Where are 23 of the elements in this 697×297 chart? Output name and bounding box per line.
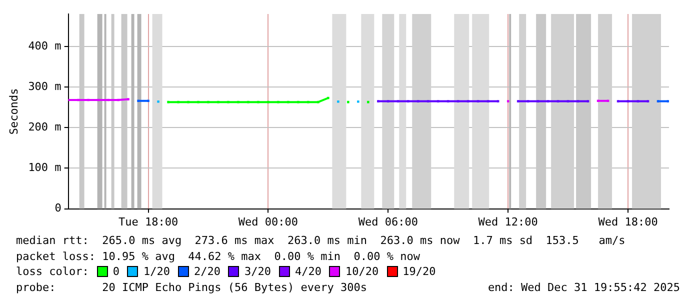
x-tick-label: Wed 00:00 bbox=[238, 215, 298, 228]
legend-label: 2/20 bbox=[194, 264, 220, 280]
legend-label: 0 bbox=[112, 264, 120, 280]
legend-label: 19/20 bbox=[402, 264, 436, 280]
legend-label: 1/20 bbox=[143, 264, 170, 280]
x-tick-label: Wed 12:00 bbox=[478, 215, 538, 228]
legend-label: 10/20 bbox=[345, 264, 379, 280]
text: probe: 20 ICMP Echo Pings (56 Bytes) every 300s bbox=[16, 280, 367, 295]
x-tick-label: Wed 18:00 bbox=[598, 215, 658, 228]
legend-title: loss color: bbox=[16, 264, 89, 280]
y-tick-label: 0 bbox=[54, 202, 62, 215]
text: median rtt: 265.0 ms avg 273.6 ms max 263.0 ms min 263.0 ms now 1.7 ms sd 153.5 am/s bbox=[16, 233, 626, 248]
legend-label: 3/20 bbox=[244, 264, 271, 280]
y-axis-title: Seconds bbox=[7, 88, 20, 135]
y-tick-label: 300 m bbox=[28, 80, 62, 93]
text: end: Wed Dec 31 19:55:42 2025 bbox=[488, 280, 680, 295]
legend-label: 4/20 bbox=[294, 264, 322, 280]
x-tick-label: Tue 18:00 bbox=[118, 215, 178, 228]
text: packet loss: 10.95 % avg 44.62 % max 0.00 % min 0.00 % now bbox=[16, 248, 421, 264]
y-tick-label: 100 m bbox=[28, 161, 62, 174]
x-tick-label: Wed 06:00 bbox=[358, 215, 418, 228]
y-tick-label: 400 m bbox=[28, 39, 62, 52]
y-tick-label: 200 m bbox=[28, 120, 62, 134]
